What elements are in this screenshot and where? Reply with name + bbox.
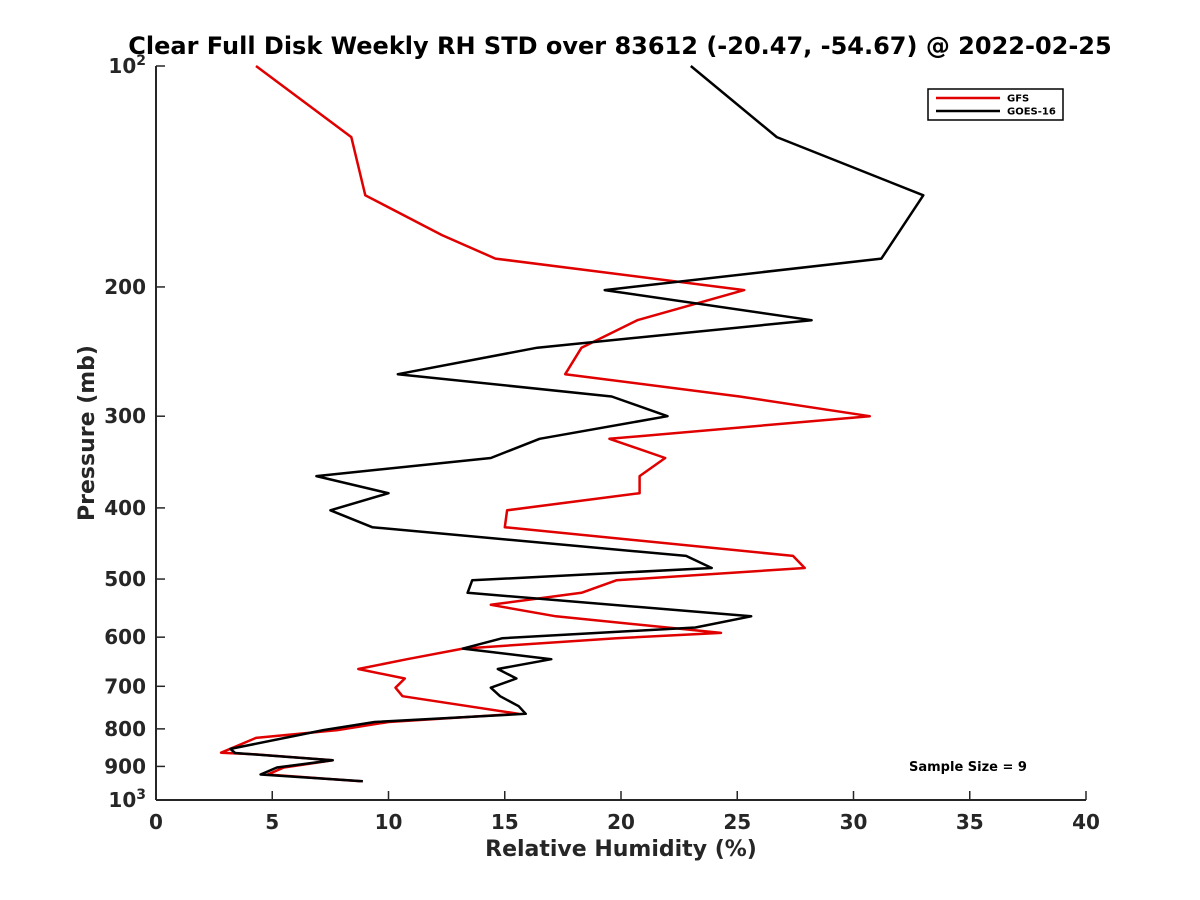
legend-box	[927, 88, 1064, 121]
sample-size-annotation: Sample Size = 9	[909, 760, 1027, 775]
y-tick-label: 200	[104, 275, 146, 299]
y-tick-label: 700	[104, 674, 146, 698]
chart-title: Clear Full Disk Weekly RH STD over 83612…	[128, 32, 1111, 60]
legend-label-gfs: GFS	[1007, 94, 1029, 105]
x-tick-label: 30	[840, 810, 868, 834]
x-tick-label: 25	[723, 810, 751, 834]
x-tick-label: 0	[149, 810, 163, 834]
x-tick-label: 20	[607, 810, 635, 834]
x-tick-label: 40	[1072, 810, 1100, 834]
y-tick-label: 103	[108, 787, 146, 812]
x-ticks: 0 5 10 15 20 25 30 35 40	[149, 791, 1100, 834]
series-line-goes16	[229, 65, 925, 783]
y-tick-label: 400	[104, 496, 146, 520]
x-tick-label: 10	[375, 810, 403, 834]
x-tick-label: 15	[491, 810, 519, 834]
y-tick-label: 300	[104, 404, 146, 428]
y-tick-label: 800	[104, 717, 146, 741]
plot-lines	[219, 64, 925, 783]
y-tick-label: 600	[104, 625, 146, 649]
y-tick-label: 102	[108, 53, 146, 78]
x-axis-label: Relative Humidity (%)	[485, 837, 757, 862]
y-tick-label: 500	[104, 567, 146, 591]
x-tick-label: 35	[956, 810, 984, 834]
x-tick-label: 5	[265, 810, 279, 834]
y-axis-label: Pressure (mb)	[75, 345, 100, 521]
y-ticks: 102 200 300 400 500 600 700 800 900 103	[104, 53, 165, 812]
legend-label-goes16: GOES-16	[1007, 107, 1056, 118]
legend: GFS GOES-16	[927, 88, 1064, 121]
y-tick-label: 900	[104, 754, 146, 778]
